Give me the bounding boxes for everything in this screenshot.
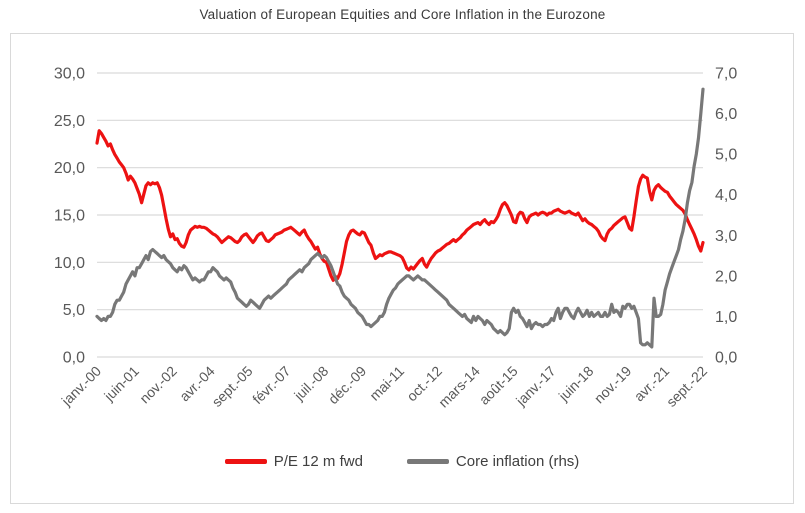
legend-item-pe: P/E 12 m fwd xyxy=(224,453,363,470)
x-axis-tick-label: juil.-08 xyxy=(290,363,331,404)
x-axis-tick-label: août-15 xyxy=(476,363,521,408)
x-axis-tick-label: mai-11 xyxy=(366,363,407,404)
left-axis-tick-label: 0,0 xyxy=(63,350,85,367)
right-axis-tick-label: 5,0 xyxy=(715,147,737,164)
x-axis-tick-label: juin-01 xyxy=(100,363,142,405)
pe-legend-label: P/E 12 m fwd xyxy=(273,453,363,470)
pe-line xyxy=(95,129,705,282)
x-axis-tick-label: nov.-19 xyxy=(591,363,635,407)
x-axis-tick-label: févr.-07 xyxy=(249,363,293,407)
x-axis-tick-label: déc.-09 xyxy=(325,363,369,407)
x-axis-tick-label: nov.-02 xyxy=(136,363,180,407)
chart-panel: 0,0 5,0 10,0 15,0 20,0 25,0 30,0 0,0 1,0 2,0 3,0 4,… xyxy=(10,33,794,504)
x-axis-tick-label: sept.-05 xyxy=(209,363,256,410)
pe-line-swatch-icon xyxy=(224,459,267,464)
left-axis-tick-label: 15,0 xyxy=(54,208,85,225)
legend-item-core: Core inflation (rhs) xyxy=(406,453,580,470)
left-axis-tick-label: 25,0 xyxy=(54,113,85,130)
right-axis-tick-label: 0,0 xyxy=(715,350,737,367)
x-axis-tick-label: juin-18 xyxy=(555,363,597,405)
left-axis-tick-label: 20,0 xyxy=(54,160,85,177)
chart-canvas: 0,0 5,0 10,0 15,0 20,0 25,0 30,0 0,0 1,0 2,0 3,0 4,… xyxy=(54,66,737,411)
core-legend-label: Core inflation (rhs) xyxy=(455,453,580,470)
left-axis-tick-label: 30,0 xyxy=(54,66,85,83)
x-axis-tick-label: mars-14 xyxy=(435,363,483,411)
right-axis-tick-label: 3,0 xyxy=(715,228,737,245)
x-axis-tick-label: sept.-22 xyxy=(663,363,710,410)
right-axis-tick-label: 6,0 xyxy=(715,106,737,123)
x-axis-tick-label: janv.-17 xyxy=(512,363,559,410)
right-axis-tick-label: 1,0 xyxy=(715,309,737,326)
left-axis-tick-label: 10,0 xyxy=(54,255,85,272)
chart-title: Valuation of European Equities and Core … xyxy=(199,7,606,22)
core-inflation-line xyxy=(95,87,705,349)
left-axis-tick-label: 5,0 xyxy=(63,302,85,319)
right-axis-tick-label: 4,0 xyxy=(715,187,737,204)
x-axis-tick-label: janv.-00 xyxy=(58,363,105,410)
right-axis-tick-label: 7,0 xyxy=(715,66,737,83)
legend: P/E 12 m fwd Core inflation (rhs) xyxy=(11,453,793,470)
right-axis-tick-label: 2,0 xyxy=(715,268,737,285)
core-line-swatch-icon xyxy=(406,459,449,464)
